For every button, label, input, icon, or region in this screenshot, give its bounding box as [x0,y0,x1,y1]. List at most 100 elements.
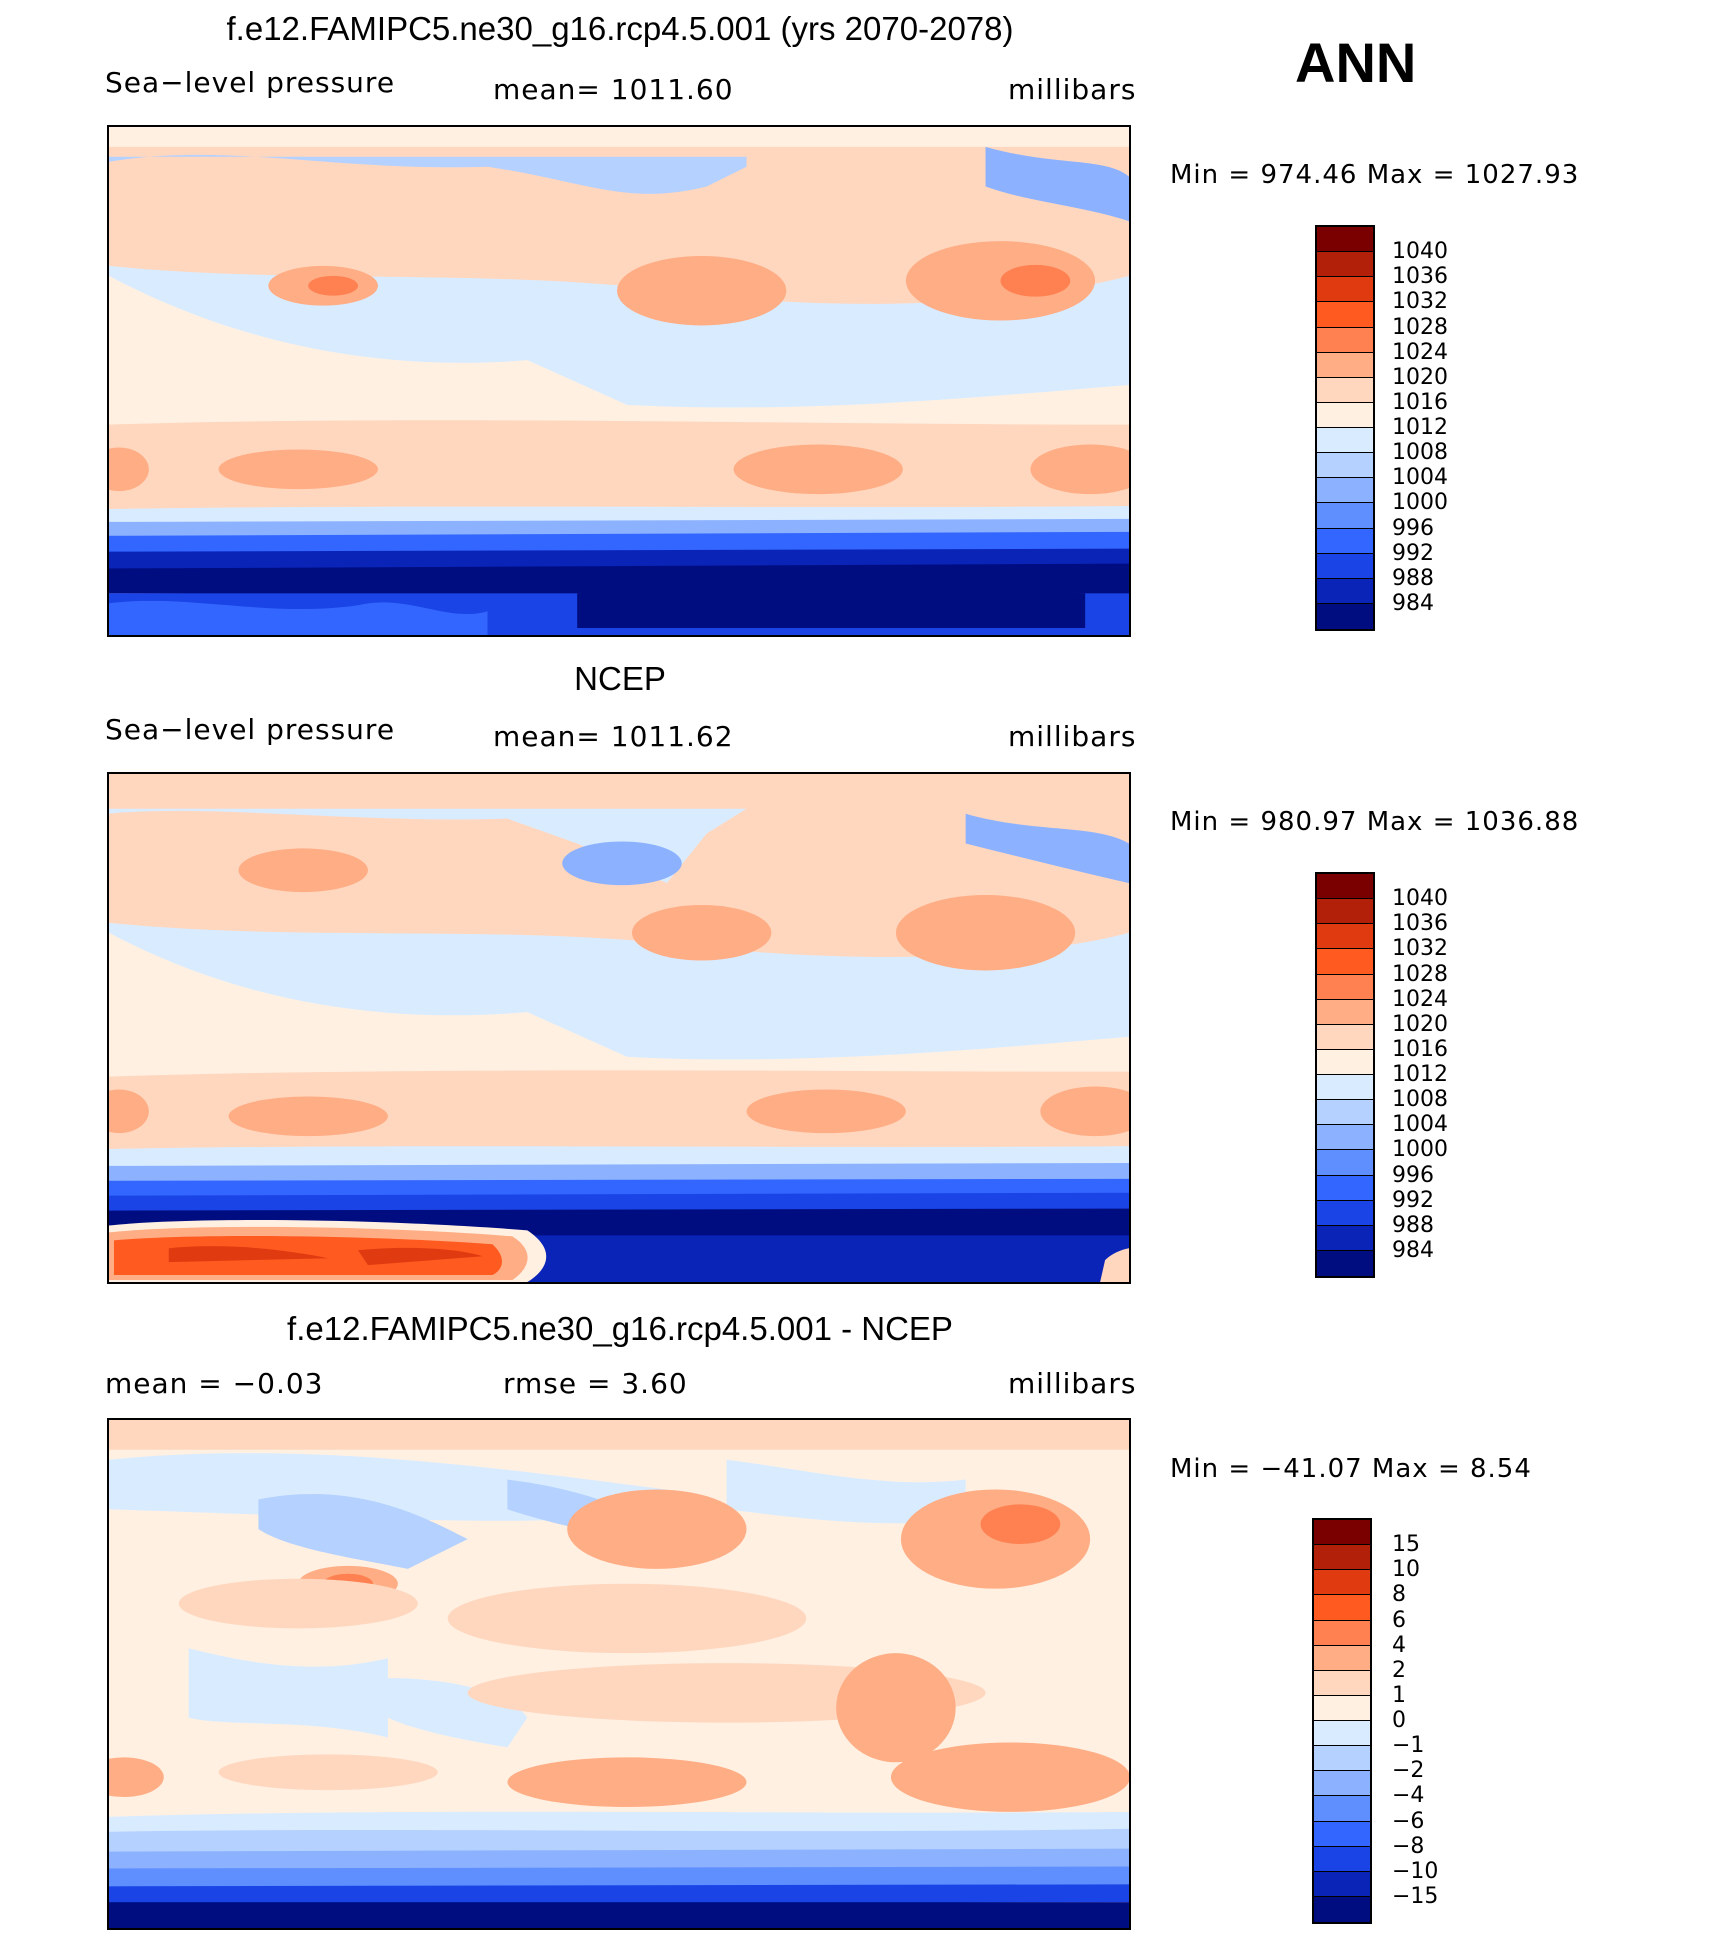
panel-3-contour-field [109,1420,1129,1928]
panel-2-variable-label: Sea−level pressure [105,713,396,746]
colorbar-swatch [1317,1100,1373,1126]
colorbar-level-label: 1024 [1392,986,1448,1012]
colorbar-level-label: 1020 [1392,1011,1448,1037]
colorbar-swatch [1317,302,1373,328]
colorbar-level-label: 1004 [1392,1112,1448,1138]
colorbar-level-label: −10 [1392,1858,1439,1884]
colorbar-level-label: 984 [1392,590,1434,616]
colorbar-swatch [1317,553,1373,579]
colorbar-swatch [1317,352,1373,378]
colorbar-swatch [1317,528,1373,554]
colorbar-level-label: 1040 [1392,239,1448,265]
colorbar-swatch [1314,1821,1370,1847]
panel-3-units-label: millibars [1008,1367,1137,1400]
colorbar-swatch [1317,277,1373,303]
colorbar-level-label: 996 [1392,515,1434,541]
colorbar-swatch [1317,503,1373,529]
colorbar-level-label: −6 [1392,1808,1425,1834]
colorbar-swatch [1314,1645,1370,1671]
colorbar-swatch [1314,1771,1370,1797]
colorbar-level-label: 984 [1392,1237,1434,1263]
colorbar-swatch [1317,999,1373,1025]
colorbar-level-label: 1036 [1392,911,1448,937]
panel-3-rmse-label: rmse = 3.60 [503,1367,688,1400]
colorbar-level-label: 1016 [1392,389,1448,415]
colorbar-swatch [1314,1746,1370,1772]
panel-1-colorbar [1315,225,1375,631]
panel-1-mean-label: mean= 1011.60 [493,73,734,106]
colorbar-level-label: 1024 [1392,339,1448,365]
colorbar-swatch [1317,478,1373,504]
colorbar-level-label: 996 [1392,1162,1434,1188]
colorbar-level-label: 8 [1392,1582,1406,1608]
colorbar-swatch [1317,899,1373,925]
colorbar-swatch [1314,1520,1370,1546]
panel-1-variable-label: Sea−level pressure [105,66,396,99]
colorbar-level-label: 1020 [1392,364,1448,390]
colorbar-level-label: 988 [1392,565,1434,591]
colorbar-swatch [1314,1871,1370,1897]
colorbar-swatch [1317,428,1373,454]
colorbar-level-label: 6 [1392,1607,1406,1633]
panel-1-title: f.e12.FAMIPC5.ne30_g16.rcp4.5.001 (yrs 2… [226,10,1014,47]
panel-2-mean-label: mean= 1011.62 [493,720,734,753]
colorbar-swatch [1317,453,1373,479]
colorbar-level-label: 1040 [1392,886,1448,912]
colorbar-swatch [1317,1125,1373,1151]
colorbar-swatch [1317,377,1373,403]
panel-2-title: NCEP [574,660,666,697]
colorbar-swatch [1314,1620,1370,1646]
season-label: ANN [1295,31,1417,94]
colorbar-swatch [1317,1150,1373,1176]
colorbar-swatch [1314,1695,1370,1721]
colorbar-swatch [1317,252,1373,278]
panel-2-colorbar [1315,872,1375,1278]
colorbar-swatch [1314,1595,1370,1621]
panel-2-units-label: millibars [1008,720,1137,753]
colorbar-level-label: 1 [1392,1682,1406,1708]
colorbar-swatch [1317,924,1373,950]
colorbar-level-label: 1000 [1392,490,1448,516]
colorbar-level-label: 1028 [1392,314,1448,340]
colorbar-swatch [1317,1024,1373,1050]
colorbar-level-label: 1008 [1392,440,1448,466]
colorbar-level-label: 1036 [1392,264,1448,290]
colorbar-level-label: 1008 [1392,1087,1448,1113]
colorbar-swatch [1317,874,1373,900]
colorbar-swatch [1314,1796,1370,1822]
colorbar-level-label: 992 [1392,1187,1434,1213]
colorbar-level-label: 10 [1392,1557,1420,1583]
colorbar-swatch [1317,1049,1373,1075]
colorbar-swatch [1317,949,1373,975]
colorbar-level-label: −4 [1392,1783,1425,1809]
colorbar-swatch [1317,327,1373,353]
colorbar-level-label: 992 [1392,540,1434,566]
colorbar-level-label: 1016 [1392,1036,1448,1062]
colorbar-swatch [1314,1896,1370,1922]
colorbar-level-label: 1032 [1392,936,1448,962]
colorbar-swatch [1317,227,1373,253]
colorbar-level-label: −15 [1392,1883,1439,1909]
colorbar-swatch [1317,402,1373,428]
colorbar-level-label: 15 [1392,1532,1420,1558]
panel-3-colorbar [1312,1518,1372,1924]
panel-3-minmax: Min = −41.07 Max = 8.54 [1170,1454,1532,1484]
colorbar-level-label: −1 [1392,1733,1425,1759]
panel-2-contour-field [109,774,1129,1282]
panel-3-mean-label: mean = −0.03 [105,1367,324,1400]
colorbar-swatch [1314,1721,1370,1747]
panel-1-map [107,125,1131,637]
colorbar-level-label: 1012 [1392,1062,1448,1087]
colorbar-level-label: 988 [1392,1212,1434,1238]
colorbar-level-label: −8 [1392,1833,1425,1859]
colorbar-swatch [1317,1250,1373,1276]
colorbar-level-label: 1004 [1392,465,1448,491]
colorbar-level-label: 1000 [1392,1137,1448,1163]
colorbar-level-label: 1032 [1392,289,1448,315]
colorbar-swatch [1314,1545,1370,1571]
colorbar-level-label: −2 [1392,1758,1425,1784]
colorbar-level-label: 1012 [1392,415,1448,440]
colorbar-swatch [1317,974,1373,1000]
colorbar-level-label: 2 [1392,1657,1406,1683]
panel-2-map [107,772,1131,1284]
